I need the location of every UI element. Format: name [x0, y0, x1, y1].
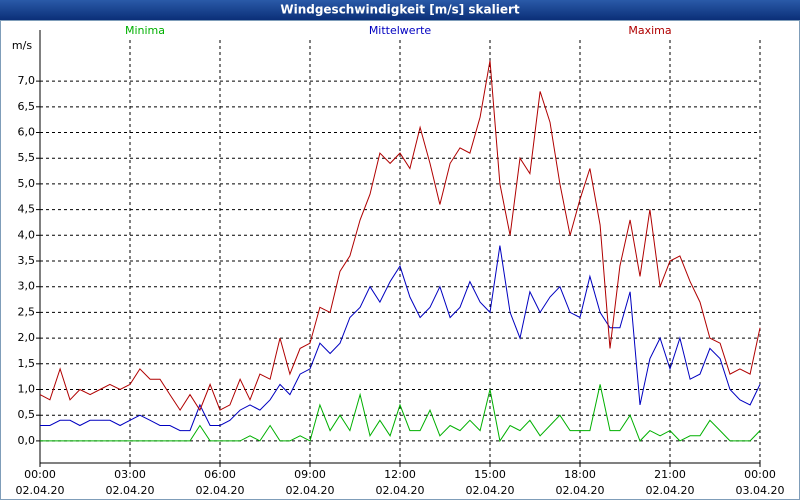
x-tick-label: 00:00: [24, 468, 56, 481]
x-tick-label: 00:00: [744, 468, 776, 481]
x-tick-label: 03:00: [114, 468, 146, 481]
y-tick-label: 2,5: [18, 305, 36, 318]
x-tick-label: 06:00: [204, 468, 236, 481]
y-tick-label: 4,5: [18, 203, 36, 216]
frame: [0, 20, 800, 500]
chart-title: Windgeschwindigkeit [m/s] skaliert: [280, 3, 520, 17]
x-tick-date: 02.04.20: [466, 484, 515, 497]
y-axis-label: m/s: [12, 39, 32, 52]
x-tick-date: 02.04.20: [376, 484, 425, 497]
plot: 0,0 0,5 1,0 1,5 2,0 2,5 3,0 3,5 4,0 4,5 5,0 5,5 6,0 6…: [16, 24, 785, 497]
x-tick-date: 03.04.20: [736, 484, 785, 497]
series-line: [40, 245, 761, 432]
y-tick-label: 1,0: [18, 383, 36, 396]
y-tick-label: 2,0: [18, 331, 36, 344]
legend-label: Minima: [125, 24, 165, 37]
y-tick-label: 4,0: [18, 228, 36, 241]
x-tick-label: 09:00: [294, 468, 326, 481]
y-tick-label: 6,0: [18, 126, 36, 139]
x-tick-date: 02.04.20: [196, 484, 245, 497]
x-tick-label: 15:00: [474, 468, 506, 481]
y-tick-label: 3,5: [18, 254, 36, 267]
title-bar: [0, 0, 800, 20]
x-tick-label: 18:00: [564, 468, 596, 481]
x-tick-date: 02.04.20: [16, 484, 65, 497]
y-tick-label: 0,0: [18, 434, 36, 447]
y-tick-label: 5,5: [18, 151, 36, 164]
x-tick-date: 02.04.20: [646, 484, 695, 497]
y-tick-label: 6,5: [18, 100, 36, 113]
y-tick-label: 3,0: [18, 280, 36, 293]
series-line: [39, 60, 761, 412]
x-tick-label: 21:00: [654, 468, 686, 481]
y-tick-label: 5,0: [18, 177, 36, 190]
y-tick-label: 0,5: [18, 408, 36, 421]
y-tick-label: 7,0: [18, 74, 36, 87]
x-tick-date: 02.04.20: [556, 484, 605, 497]
x-tick-date: 02.04.20: [106, 484, 155, 497]
legend-label: Maxima: [628, 24, 671, 37]
x-tick-date: 02.04.20: [286, 484, 335, 497]
series-line: [40, 384, 761, 443]
x-tick-label: 12:00: [384, 468, 416, 481]
y-tick-label: 1,5: [18, 357, 36, 370]
legend-label: Mittelwerte: [369, 24, 432, 37]
